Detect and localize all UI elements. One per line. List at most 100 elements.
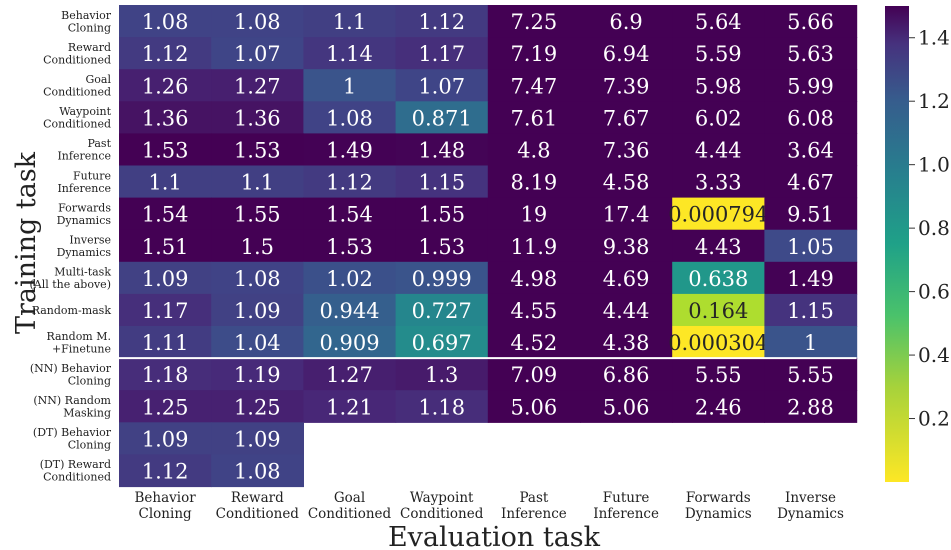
row-label: Behavior Cloning: [61, 9, 112, 35]
cell-value-label: 1.09: [142, 427, 189, 451]
heatmap-cell: [119, 422, 212, 455]
cell-value-label: 1.49: [326, 138, 373, 162]
colorbar-tick-label: 0.8: [918, 216, 950, 240]
heatmap-cell: [211, 454, 304, 488]
cell-value-label: 1.12: [326, 171, 373, 195]
cell-value-label: 7.67: [603, 106, 650, 130]
cell-value-label: 1.48: [418, 138, 465, 162]
row-label: Random-mask: [32, 304, 112, 317]
cell-value-label: 4.98: [511, 267, 558, 291]
column-label: Behavior Cloning: [135, 490, 197, 522]
cell-value-label: 4.44: [695, 138, 742, 162]
heatmap-cell: [119, 261, 212, 295]
cell-value-label: 1.49: [787, 267, 834, 291]
cell-value-label: 7.36: [603, 138, 650, 162]
heatmap-cell: [395, 390, 489, 423]
row-labels: Behavior Cloning Reward Conditioned Goal Cond…: [29, 9, 111, 484]
cell-value-label: 3.33: [695, 171, 742, 195]
heatmap-cell: [580, 261, 673, 295]
heatmap-cell: [303, 133, 397, 167]
column-label: Forwards Dynamics: [685, 490, 752, 522]
heatmap-cell: [580, 69, 673, 102]
cell-value-label: 1.17: [418, 42, 465, 66]
colorbar-tick-label: 1.2: [918, 89, 950, 113]
cell-value-label: 7.39: [603, 74, 650, 98]
heatmap-cell: [487, 101, 581, 134]
heatmap-cell: [211, 229, 304, 263]
cell-value-label: 1.07: [418, 74, 465, 98]
cell-value-label: 1.36: [234, 106, 281, 130]
heatmap-cell: [580, 5, 673, 38]
heatmap-cell: [211, 37, 304, 70]
cell-value-label: 1.55: [418, 203, 465, 227]
column-label: Future Inference: [593, 490, 659, 522]
heatmap-cell: [580, 165, 673, 199]
cell-value-label: 4.55: [511, 299, 558, 323]
cell-value-label: 1.15: [418, 171, 465, 195]
cell-value-label: 2.88: [787, 395, 834, 419]
cell-value-label: 1.36: [142, 106, 189, 130]
cell-value-label: 17.4: [603, 203, 650, 227]
cell-value-label: 5.64: [695, 10, 742, 34]
heatmap-cells: 1.08 1.08 1.1 1.12 7.25 6.9 5.64 5.66 1.12 1.07 1.…: [119, 5, 858, 488]
cell-value-label: 1.08: [234, 267, 281, 291]
row-label: Inverse Dynamics: [57, 234, 112, 260]
heatmap-cell: [580, 326, 673, 359]
heatmap-cell: [119, 69, 212, 102]
heatmap-cell: [303, 390, 397, 423]
heatmap-cell: [672, 101, 765, 134]
cell-value-label: 1.18: [418, 395, 465, 419]
heatmap-cell: [395, 229, 489, 263]
heatmap-cell: [580, 390, 673, 423]
cell-value-label: 6.02: [695, 106, 742, 130]
cell-value-label: 1.12: [418, 10, 465, 34]
heatmap-cell: [764, 165, 858, 199]
cell-value-label: 5.06: [511, 395, 558, 419]
cell-value-label: 1.1: [148, 171, 181, 195]
heatmap-cell: [672, 390, 765, 423]
row-label: (NN) Behavior Cloning: [30, 362, 112, 388]
cell-value-label: 1.05: [787, 235, 834, 259]
cell-value-label: 0.697: [412, 331, 472, 355]
cell-value-label: 1.02: [326, 267, 373, 291]
cell-value-label: 4.67: [787, 171, 834, 195]
heatmap-cell: [303, 37, 397, 70]
cell-value-label: 6.94: [603, 42, 650, 66]
heatmap-cell: [672, 37, 765, 70]
cell-value-label: 1.17: [142, 299, 189, 323]
heatmap-cell: [119, 229, 212, 263]
cell-value-label: 6.86: [603, 363, 650, 387]
cell-value-label: 1.19: [234, 363, 281, 387]
row-label: (DT) Behavior Cloning: [33, 426, 112, 452]
cell-value-label: 1.12: [142, 42, 189, 66]
cell-value-label: 8.19: [511, 171, 558, 195]
heatmap-cell: [395, 5, 489, 38]
heatmap-cell: [211, 197, 304, 231]
heatmap-cell: [211, 326, 304, 359]
heatmap-cell: [303, 229, 397, 263]
heatmap-cell: [764, 197, 858, 231]
heatmap-cell: [395, 261, 489, 295]
heatmap-cell: [395, 165, 489, 199]
column-label: Past Inference: [501, 490, 567, 522]
cell-value-label: 4.44: [603, 299, 650, 323]
y-axis-title: Training task: [11, 151, 42, 334]
cell-value-label: 1.54: [142, 203, 189, 227]
cell-value-label: 0.909: [319, 331, 379, 355]
heatmap-cell: [764, 69, 858, 102]
heatmap-cell: [303, 326, 397, 359]
heatmap-cell: [580, 358, 673, 391]
heatmap-cell: [764, 293, 858, 327]
cell-value-label: 1.1: [241, 171, 274, 195]
heatmap-cell: [211, 390, 304, 423]
heatmap-cell: [119, 197, 212, 231]
heatmap-cell: [764, 390, 858, 423]
heatmap-cell: [211, 358, 304, 391]
heatmap-cell: [303, 5, 397, 38]
cell-value-label: 4.8: [517, 138, 550, 162]
colorbar-tick-label: 1.4: [918, 26, 950, 50]
cell-value-label: 1.11: [142, 331, 189, 355]
cell-value-label: 1.53: [418, 235, 465, 259]
heatmap-cell: [395, 197, 489, 231]
cell-value-label: 5.59: [695, 42, 742, 66]
